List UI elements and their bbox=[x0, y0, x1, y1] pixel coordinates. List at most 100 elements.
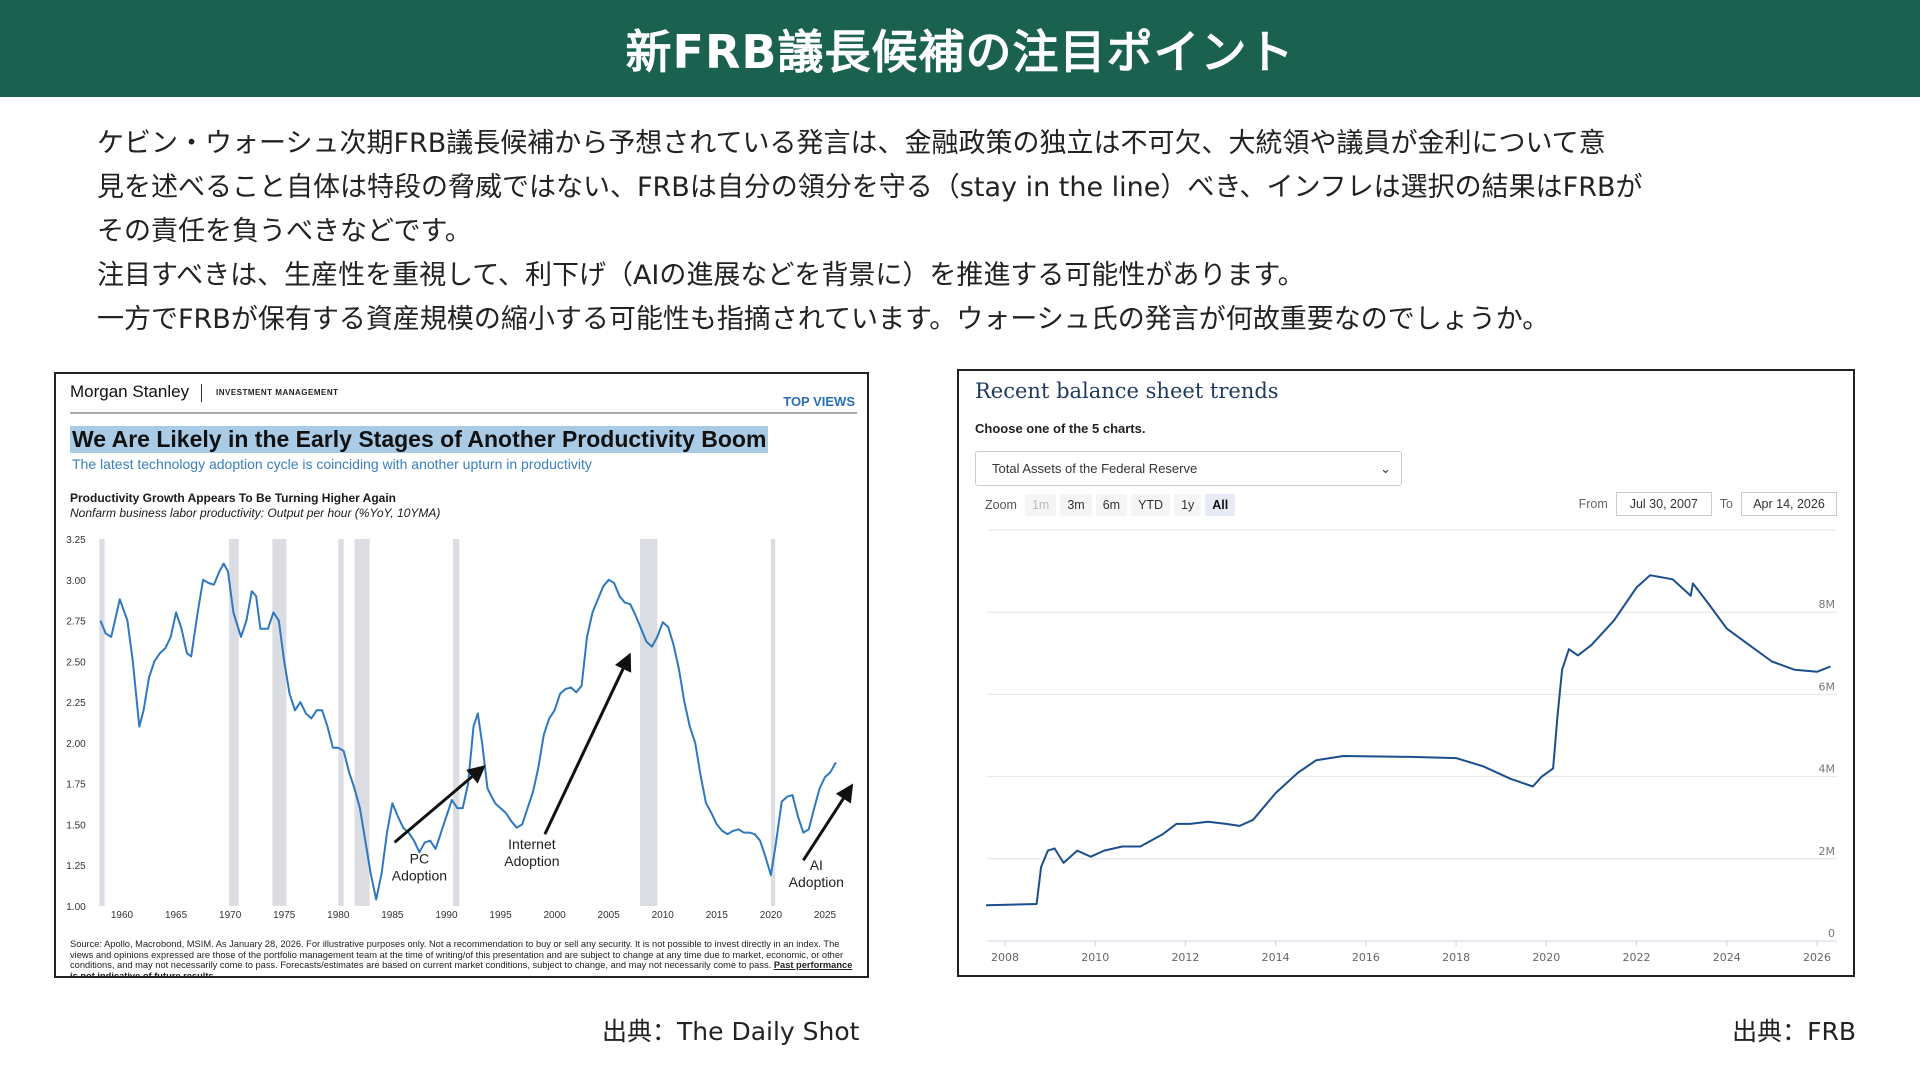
y-tick-label: 6M bbox=[1819, 680, 1836, 693]
annotation-label: PC bbox=[410, 851, 429, 867]
y-tick-label: 2.00 bbox=[66, 739, 86, 750]
slide-title: 新FRB議長候補の注目ポイント bbox=[625, 24, 1295, 79]
recession-band bbox=[640, 539, 658, 906]
x-tick-label: 2016 bbox=[1352, 951, 1380, 964]
total-assets-line bbox=[986, 574, 1831, 907]
x-tick-label: 2024 bbox=[1713, 951, 1741, 964]
x-tick-label: 1960 bbox=[111, 910, 134, 921]
x-tick-label: 2018 bbox=[1442, 951, 1470, 964]
x-tick-label: 2000 bbox=[543, 910, 566, 921]
from-label: From bbox=[1578, 497, 1608, 511]
recession-band bbox=[272, 539, 287, 906]
source-text: Source: Apollo, Macrobond, MSIM. As Janu… bbox=[70, 939, 844, 970]
zoom-6m-button[interactable]: 6m bbox=[1095, 494, 1128, 516]
x-tick-label: 1965 bbox=[165, 910, 188, 921]
brand-logo: Morgan Stanley bbox=[70, 382, 190, 401]
x-tick-label: 2014 bbox=[1262, 951, 1290, 964]
x-tick-label: 2025 bbox=[814, 910, 837, 921]
x-tick-label: 2008 bbox=[991, 951, 1019, 964]
productivity-line bbox=[99, 562, 837, 901]
productivity-chart-panel: 1.00 1.25 1.50 1.75 2.00 2.25 2.50 2.75 3.00 3.25… bbox=[54, 372, 869, 978]
source-disclaimer: Past performance is not indicative of fu… bbox=[70, 960, 853, 978]
x-tick-label: 2026 bbox=[1803, 951, 1831, 964]
recession-band bbox=[338, 539, 344, 906]
zoom-1y-button[interactable]: 1y bbox=[1174, 494, 1202, 516]
from-date-input[interactable]: Jul 30, 2007 bbox=[1615, 492, 1712, 516]
y-tick-label: 1.00 bbox=[66, 902, 86, 913]
y-tick-label: 3.00 bbox=[66, 576, 86, 587]
y-tick-label: 8M bbox=[1819, 598, 1836, 611]
recession-band bbox=[452, 539, 460, 906]
annotation-label: Adoption bbox=[392, 868, 447, 884]
slide-header: 新FRB議長候補の注目ポイント bbox=[0, 0, 1920, 97]
chart-title: Productivity Growth Appears To Be Turnin… bbox=[70, 491, 397, 505]
y-tick-label: 2.75 bbox=[66, 617, 86, 628]
body-line: 見を述べること自体は特段の脅威ではない、FRBは自分の領分を守る（stay in… bbox=[97, 172, 1643, 203]
body-line: その責任を負うべきなどです。 bbox=[97, 216, 472, 247]
annotation-label: Internet bbox=[508, 836, 556, 852]
y-tick-label: 0 bbox=[1828, 927, 1835, 940]
y-tick-label: 2.50 bbox=[66, 657, 86, 668]
annotation-label: Adoption bbox=[789, 874, 844, 890]
body-text: ケビン・ウォーシュ次期FRB議長候補から予想されている発言は、金融政策の独立は不… bbox=[97, 122, 1837, 342]
x-tick-label: 1995 bbox=[489, 910, 512, 921]
x-tick-label: 2022 bbox=[1623, 951, 1651, 964]
y-tick-label: 2M bbox=[1819, 845, 1836, 858]
chart-select-value: Total Assets of the Federal Reserve bbox=[992, 461, 1198, 476]
x-tick-label: 1990 bbox=[435, 910, 458, 921]
body-line: ケビン・ウォーシュ次期FRB議長候補から予想されている発言は、金融政策の独立は不… bbox=[97, 128, 1606, 159]
recession-band bbox=[770, 539, 776, 906]
x-tick-label: 2020 bbox=[1532, 951, 1560, 964]
recession-band bbox=[99, 539, 105, 906]
to-label: To bbox=[1719, 497, 1733, 511]
y-tick-label: 1.25 bbox=[66, 861, 86, 872]
x-tick-label: 1970 bbox=[219, 910, 242, 921]
source-note: Source: Apollo, Macrobond, MSIM. As Janu… bbox=[70, 939, 855, 978]
x-tick-label: 2005 bbox=[598, 910, 621, 921]
chart-headline: We Are Likely in the Early Stages of Ano… bbox=[70, 426, 769, 453]
recession-band bbox=[354, 539, 370, 906]
chart-subheadline: The latest technology adoption cycle is … bbox=[72, 456, 592, 472]
y-tick-label: 4M bbox=[1819, 763, 1836, 776]
y-tick-label: 3.25 bbox=[66, 535, 86, 546]
zoom-controls: Zoom 1m 3m 6m YTD 1y All bbox=[985, 494, 1236, 516]
body-line: 注目すべきは、生産性を重視して、利下げ（AIの進展などを背景に）を推進する可能性… bbox=[97, 260, 1305, 291]
chevron-down-icon: ⌄ bbox=[1380, 460, 1391, 476]
y-tick-label: 1.75 bbox=[66, 780, 86, 791]
y-tick-label: 2.25 bbox=[66, 698, 86, 709]
zoom-1m-button[interactable]: 1m bbox=[1024, 494, 1057, 516]
balance-sheet-chart: 0 2M 4M 6M 8M 2008 2010 2012 2014 2016 2018 2020 202… bbox=[986, 529, 1837, 964]
top-views-tag: TOP VIEWS bbox=[783, 394, 855, 409]
x-tick-label: 1975 bbox=[273, 910, 296, 921]
chart-select[interactable]: Total Assets of the Federal Reserve ⌄ bbox=[975, 451, 1402, 486]
date-range: From Jul 30, 2007 To Apr 14, 2026 bbox=[1579, 492, 1837, 516]
annotation-label: Adoption bbox=[504, 853, 559, 869]
x-tick-label: 2010 bbox=[1081, 951, 1109, 964]
productivity-chart: 1.00 1.25 1.50 1.75 2.00 2.25 2.50 2.75 3.00 3.25… bbox=[66, 535, 854, 921]
x-tick-label: 1980 bbox=[327, 910, 350, 921]
x-tick-label: 2010 bbox=[652, 910, 675, 921]
x-tick-label: 2020 bbox=[760, 910, 783, 921]
x-tick-label: 2012 bbox=[1171, 951, 1199, 964]
logo-separator bbox=[201, 384, 202, 402]
annotation-arrow bbox=[543, 652, 632, 835]
panel-title: Recent balance sheet trends bbox=[975, 379, 1279, 403]
header-divider bbox=[70, 412, 857, 414]
choose-label: Choose one of the 5 charts. bbox=[975, 421, 1146, 436]
zoom-3m-button[interactable]: 3m bbox=[1060, 494, 1092, 516]
right-source-caption: 出典：FRB bbox=[1732, 1017, 1856, 1046]
body-line: 一方でFRBが保有する資産規模の縮小する可能性も指摘されています。ウォーシュ氏の… bbox=[97, 304, 1550, 335]
chart-subtitle: Nonfarm business labor productivity: Out… bbox=[70, 506, 441, 520]
brand-division: INVESTMENT MANAGEMENT bbox=[216, 388, 339, 397]
annotation-arrow bbox=[802, 783, 854, 862]
annotation-label: AI bbox=[810, 857, 823, 873]
x-tick-label: 2015 bbox=[706, 910, 729, 921]
annotation-arrow bbox=[393, 765, 486, 844]
balance-sheet-panel: 0 2M 4M 6M 8M 2008 2010 2012 2014 2016 2018 2020 202… bbox=[957, 369, 1855, 977]
y-tick-label: 1.50 bbox=[66, 820, 86, 831]
recession-band bbox=[229, 539, 239, 906]
left-source-caption: 出典：The Daily Shot bbox=[602, 1017, 860, 1046]
zoom-ytd-button[interactable]: YTD bbox=[1131, 494, 1171, 516]
zoom-all-button[interactable]: All bbox=[1205, 494, 1236, 516]
to-date-input[interactable]: Apr 14, 2026 bbox=[1741, 492, 1837, 516]
